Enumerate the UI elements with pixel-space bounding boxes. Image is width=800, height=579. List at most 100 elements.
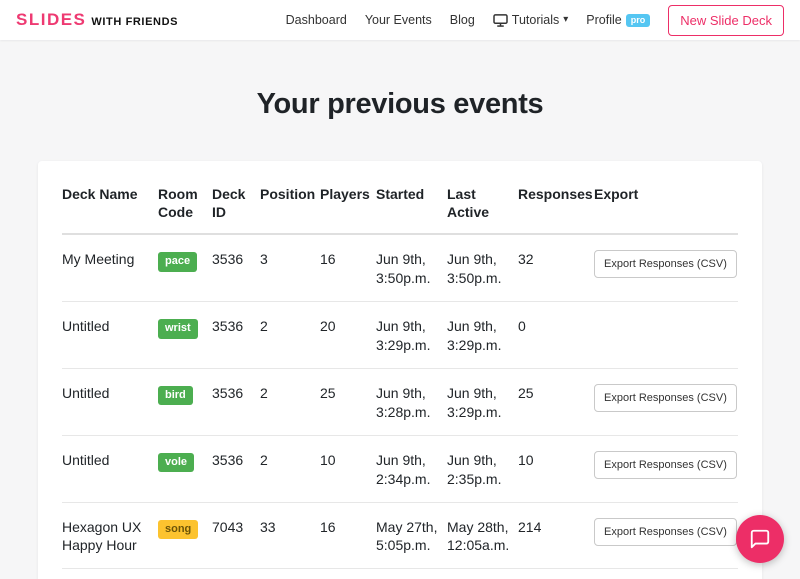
brand-logo[interactable]: SLIDES WITH FRIENDS xyxy=(16,10,178,30)
events-card: Deck Name Room Code Deck ID Position Pla… xyxy=(38,161,762,579)
table-row: My Meeting pace 3536 3 16 Jun 9th, 3:50p.m. Ju… xyxy=(62,234,738,303)
deck-id-cell: 3536 xyxy=(212,368,260,436)
room-code-badge: song xyxy=(158,519,199,539)
last-active-cell: Jun 9th, 3:29p.m. xyxy=(447,301,518,369)
table-row: Untitled bird 3536 2 25 Jun 9th, 3:28p.m. Jun … xyxy=(62,368,738,436)
last-active-cell: May 27th, 5:03p.m. xyxy=(447,568,518,579)
room-code-cell: song xyxy=(158,502,212,570)
deck-id-cell: 7043 xyxy=(212,568,260,579)
column-header-deck-name: Deck Name xyxy=(62,169,158,236)
column-header-room-code: Room Code xyxy=(158,169,212,236)
room-code-cell: olive xyxy=(158,568,212,579)
started-cell: Jun 9th, 3:29p.m. xyxy=(376,301,447,369)
players-cell: 25 xyxy=(320,368,376,436)
table-row: Untitled wrist 3536 2 20 Jun 9th, 3:29p.m. Jun… xyxy=(62,301,738,369)
column-header-started: Started xyxy=(376,169,447,236)
started-cell: May 27th, 5:05p.m. xyxy=(376,502,447,570)
responses-cell: 0 xyxy=(518,568,594,579)
started-cell: Jun 9th, 2:34p.m. xyxy=(376,435,447,503)
new-slide-deck-button[interactable]: New Slide Deck xyxy=(668,4,784,36)
nav-profile[interactable]: Profile pro xyxy=(586,13,651,27)
room-code-cell: bird xyxy=(158,368,212,436)
main-content: Your previous events Deck Name Room Code… xyxy=(0,88,800,579)
export-cell: Export Responses (CSV) xyxy=(594,435,738,503)
deck-id-cell: 3536 xyxy=(212,435,260,503)
main-nav: Dashboard Your Events Blog Tutorials ▾ P… xyxy=(285,4,784,36)
logo-primary-text: SLIDES xyxy=(16,10,87,29)
export-cell xyxy=(594,568,738,579)
nav-your-events[interactable]: Your Events xyxy=(364,13,432,27)
deck-id-cell: 3536 xyxy=(212,301,260,369)
players-cell: 0 xyxy=(320,568,376,579)
room-code-cell: vole xyxy=(158,435,212,503)
deck-name-cell: Untitled xyxy=(62,368,158,436)
started-cell: Jun 9th, 3:28p.m. xyxy=(376,368,447,436)
monitor-icon xyxy=(493,13,508,27)
deck-id-cell: 7043 xyxy=(212,502,260,570)
header-row: Deck Name Room Code Deck ID Position Pla… xyxy=(62,169,738,236)
column-header-export: Export xyxy=(594,169,738,236)
room-code-cell: wrist xyxy=(158,301,212,369)
last-active-cell: Jun 9th, 3:50p.m. xyxy=(447,234,518,303)
column-header-deck-id: Deck ID xyxy=(212,169,260,236)
deck-name-cell: Hexagon UX Happy Hour xyxy=(62,568,158,579)
position-cell: 2 xyxy=(260,435,320,503)
export-cell: Export Responses (CSV) xyxy=(594,368,738,436)
players-cell: 20 xyxy=(320,301,376,369)
responses-cell: 0 xyxy=(518,301,594,369)
logo-secondary-text: WITH FRIENDS xyxy=(91,16,179,28)
export-responses-button[interactable]: Export Responses (CSV) xyxy=(594,383,737,412)
players-cell: 16 xyxy=(320,502,376,570)
deck-name-cell: Hexagon UX Happy Hour xyxy=(62,502,158,570)
responses-cell: 25 xyxy=(518,368,594,436)
column-header-players: Players xyxy=(320,169,376,236)
export-responses-button[interactable]: Export Responses (CSV) xyxy=(594,517,737,546)
nav-tutorials[interactable]: Tutorials ▾ xyxy=(493,13,569,27)
chat-bubble-icon xyxy=(750,529,770,549)
responses-cell: 10 xyxy=(518,435,594,503)
export-cell: Export Responses (CSV) xyxy=(594,502,738,570)
room-code-badge: bird xyxy=(158,385,193,406)
deck-name-cell: Untitled xyxy=(62,435,158,503)
chevron-down-icon: ▾ xyxy=(563,14,569,25)
position-cell: 2 xyxy=(260,368,320,436)
started-cell: May 27th, 5:03p.m. xyxy=(376,568,447,579)
room-code-badge: wrist xyxy=(158,319,198,339)
room-code-badge: vole xyxy=(158,452,195,473)
events-table-body: My Meeting pace 3536 3 16 Jun 9th, 3:50p.m. Ju… xyxy=(62,234,738,579)
export-responses-button[interactable]: Export Responses (CSV) xyxy=(594,450,737,479)
pro-badge: pro xyxy=(625,13,651,27)
nav-blog[interactable]: Blog xyxy=(449,13,475,27)
position-cell: 33 xyxy=(260,502,320,570)
export-responses-button[interactable]: Export Responses (CSV) xyxy=(594,250,737,279)
events-table: Deck Name Room Code Deck ID Position Pla… xyxy=(62,169,738,579)
position-cell: 3 xyxy=(260,234,320,303)
deck-name-cell: Untitled xyxy=(62,301,158,369)
position-cell: 2 xyxy=(260,301,320,369)
players-cell: 16 xyxy=(320,234,376,303)
started-cell: Jun 9th, 3:50p.m. xyxy=(376,234,447,303)
table-row: Hexagon UX Happy Hourolive704310May 27th… xyxy=(62,568,738,579)
room-code-badge: pace xyxy=(158,252,198,272)
chat-widget-button[interactable] xyxy=(736,515,784,563)
table-row: Untitled vole 3536 2 10 Jun 9th, 2:34p.m. Jun … xyxy=(62,435,738,503)
responses-cell: 214 xyxy=(518,502,594,570)
nav-tutorials-label: Tutorials xyxy=(511,13,560,27)
deck-name-cell: My Meeting xyxy=(62,234,158,303)
table-row: Hexagon UX Happy Hour song 7043 33 16 May 27t… xyxy=(62,502,738,570)
column-header-last-active: Last Active xyxy=(447,169,518,236)
events-table-head: Deck Name Room Code Deck ID Position Pla… xyxy=(62,169,738,236)
deck-id-cell: 3536 xyxy=(212,234,260,303)
players-cell: 10 xyxy=(320,435,376,503)
top-navbar: SLIDES WITH FRIENDS Dashboard Your Event… xyxy=(0,0,800,40)
nav-dashboard[interactable]: Dashboard xyxy=(285,13,347,27)
page-title: Your previous events xyxy=(256,88,544,120)
last-active-cell: Jun 9th, 2:35p.m. xyxy=(447,435,518,503)
column-header-responses: Responses xyxy=(518,169,594,236)
export-cell: Export Responses (CSV) xyxy=(594,234,738,303)
nav-profile-label: Profile xyxy=(586,13,622,27)
export-cell xyxy=(594,301,738,369)
responses-cell: 32 xyxy=(518,234,594,303)
last-active-cell: May 28th, 12:05a.m. xyxy=(447,502,518,570)
column-header-position: Position xyxy=(260,169,320,236)
